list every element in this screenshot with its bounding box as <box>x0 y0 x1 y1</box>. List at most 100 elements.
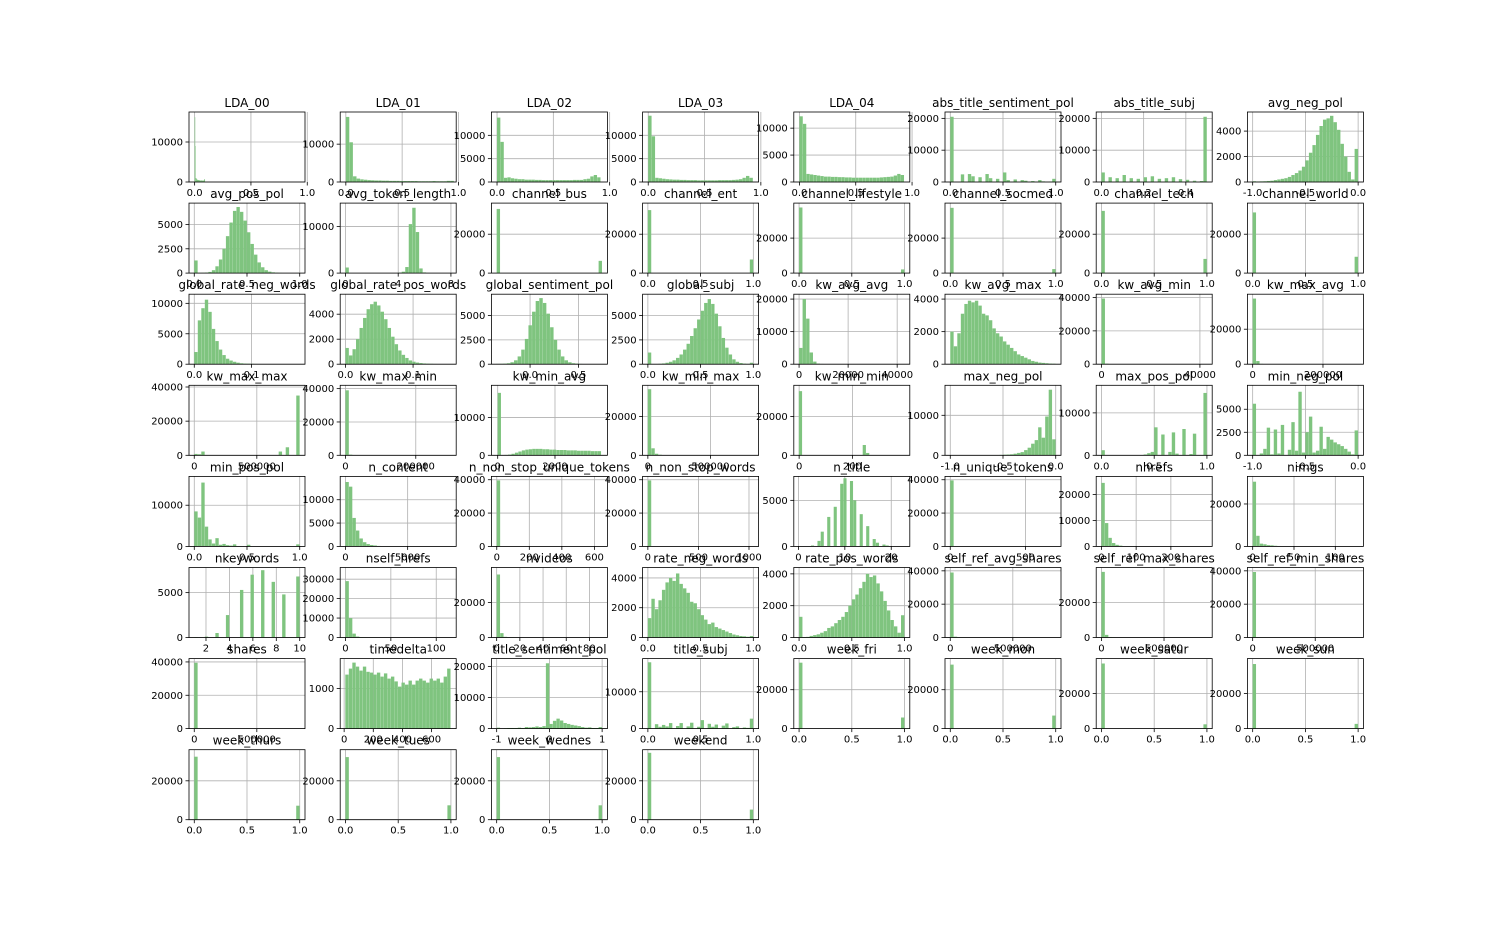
y-tick-label: 20000 <box>756 234 788 245</box>
histogram-bar <box>648 115 652 182</box>
histogram-bar <box>985 315 989 365</box>
histogram-bar <box>732 179 736 182</box>
histogram-bar <box>366 671 370 729</box>
histogram-bar <box>897 632 901 638</box>
x-tick-label: 1.0 <box>1199 735 1215 746</box>
x-tick-label: 1 <box>599 735 605 746</box>
histogram-bar <box>1038 427 1042 456</box>
y-tick-label: 2500 <box>158 244 183 255</box>
histogram-bar <box>866 452 870 456</box>
histogram-bar <box>198 180 199 182</box>
axes-frame <box>793 384 911 456</box>
x-tick-label: 1.0 <box>602 188 618 199</box>
histogram-bar <box>1031 360 1035 365</box>
panel-title: kw_min_avg <box>513 369 586 383</box>
x-tick-label: 200000 <box>397 461 435 472</box>
histogram-bar <box>587 450 591 456</box>
y-tick-label: 0 <box>933 360 939 371</box>
panel-title: week_wednes <box>508 734 592 748</box>
histogram-bar <box>707 624 711 638</box>
x-tick-label: 0.0 <box>186 279 202 290</box>
histogram-bar <box>570 450 574 456</box>
histogram-bar <box>799 347 803 365</box>
histogram-bar <box>675 573 680 638</box>
histogram-bar <box>879 591 884 638</box>
histogram-bar <box>669 179 673 182</box>
histogram-bar <box>745 175 750 182</box>
x-tick-label: 200 <box>1161 552 1180 563</box>
histogram-bar <box>201 180 202 182</box>
histogram-bar <box>366 544 370 547</box>
histogram-bar <box>862 177 866 182</box>
histogram-bar <box>415 362 420 365</box>
histogram-bar <box>742 727 747 729</box>
y-tick-label: 10000 <box>302 495 334 506</box>
x-tick-label: 0.0 <box>1245 735 1261 746</box>
histogram-bar <box>261 570 265 638</box>
histogram-bar <box>352 633 356 638</box>
x-tick-label: 0 <box>342 644 348 655</box>
histogram-bar <box>211 328 216 365</box>
histogram-bar <box>647 662 652 729</box>
x-tick-label: 0 <box>947 644 953 655</box>
histogram-bar <box>218 349 223 365</box>
histogram-bar <box>197 180 198 182</box>
y-tick-label: 0 <box>933 178 939 189</box>
histogram-bar <box>739 179 743 182</box>
histogram-bar <box>714 627 719 638</box>
axes-frame <box>793 293 911 365</box>
histogram-bar <box>809 635 813 638</box>
panel-title: rate_neg_words <box>653 552 748 566</box>
histogram-bar <box>204 636 209 638</box>
histogram-bar <box>401 682 405 729</box>
histogram-bar <box>647 210 652 274</box>
histogram-bar <box>348 668 353 729</box>
histogram-bar <box>243 220 247 274</box>
histogram-bar <box>1266 427 1271 456</box>
histogram-bar <box>869 577 873 638</box>
histogram-bar <box>1252 298 1257 365</box>
y-tick-label: 40000 <box>151 383 183 394</box>
histogram-bar <box>1104 523 1109 547</box>
histogram-bar <box>654 453 659 456</box>
y-tick-label: 20000 <box>454 776 486 787</box>
histogram-bar <box>521 450 526 456</box>
y-tick-label: 20000 <box>1058 114 1090 125</box>
histogram-bar <box>376 672 381 729</box>
histogram-bar <box>711 726 715 729</box>
y-tick-label: 20000 <box>1210 230 1242 241</box>
histogram-bar <box>542 726 546 729</box>
x-tick-label: 0 <box>1250 552 1256 563</box>
panel-week-wednes: 0.0 0.5 1.0 0 20000 week_wednes <box>454 734 610 837</box>
histogram-bar <box>197 454 202 456</box>
histogram-bar <box>820 176 824 182</box>
panel-title: self_ref_avg_shares <box>944 552 1061 566</box>
panel-title: self_ref_max_shares <box>1094 552 1215 566</box>
histogram-bar <box>225 358 230 365</box>
y-tick-label: 20000 <box>907 509 939 520</box>
histogram-bar <box>1175 453 1179 456</box>
axes-frame <box>1247 567 1364 638</box>
panel-title: global_sentiment_pol <box>486 278 614 292</box>
histogram-bar <box>725 347 729 365</box>
histogram-bar <box>356 178 361 182</box>
histogram-bar <box>1115 178 1119 182</box>
histogram-bar <box>198 180 199 182</box>
x-tick-label: 500000 <box>238 735 276 746</box>
histogram-bar <box>264 270 268 274</box>
histogram-bar <box>953 636 958 638</box>
histogram-bar <box>278 451 283 456</box>
histogram-bar <box>597 177 601 182</box>
histogram-bar <box>208 271 212 274</box>
panel-lda-04: 0.0 0.5 1.0 0 5000 10000 LDA_04 <box>756 96 920 199</box>
histogram-bar <box>363 542 367 547</box>
panel-title: title_subj <box>673 643 727 657</box>
histogram-bar <box>816 634 821 638</box>
histogram-bar <box>556 718 560 729</box>
histogram-bar <box>511 453 515 456</box>
histogram-bar <box>647 752 652 820</box>
histogram-bar <box>1115 544 1119 547</box>
y-tick-label: 5000 <box>158 588 183 599</box>
histogram-bar <box>1010 454 1014 456</box>
